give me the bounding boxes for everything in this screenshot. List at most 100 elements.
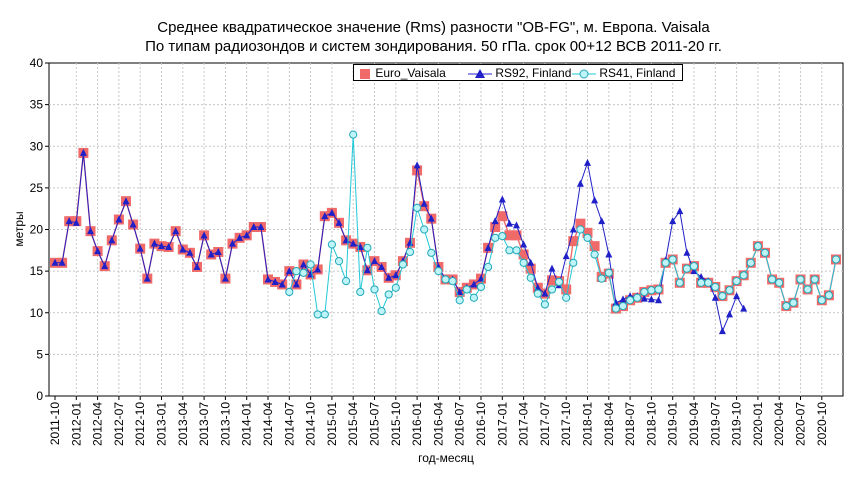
data-point-circle (576, 225, 585, 234)
data-point-triangle (470, 280, 478, 288)
data-point-circle (604, 268, 613, 277)
data-point-circle (718, 292, 727, 301)
data-point-circle (711, 282, 720, 292)
data-point-triangle (591, 196, 599, 204)
data-point-square (582, 227, 593, 238)
data-point-circle (697, 278, 706, 287)
data-point-circle (583, 233, 592, 242)
data-point-triangle (541, 289, 549, 297)
data-point-triangle (243, 231, 251, 239)
x-tick-label: 2018-04 (602, 402, 616, 446)
x-tick-label: 2011-10 (48, 402, 62, 445)
data-point-square (561, 284, 572, 295)
x-tick-label: 2019-10 (730, 402, 744, 446)
series-rs41 (285, 130, 841, 319)
y-tick-label: 20 (30, 223, 44, 237)
data-point-triangle (51, 258, 59, 266)
data-point-circle (562, 293, 571, 302)
data-point-circle (704, 278, 713, 287)
data-point-triangle (271, 277, 279, 285)
data-point-square (525, 263, 536, 274)
data-point-circle (597, 274, 606, 283)
x-tick-label: 2020-10 (815, 402, 829, 446)
data-point-circle (384, 290, 393, 299)
data-point-triangle (505, 219, 513, 227)
data-point-triangle (172, 227, 180, 235)
data-point-circle (689, 262, 699, 271)
data-point-circle (661, 258, 670, 267)
x-tick-label: 2013-01 (155, 402, 169, 446)
data-point-circle (611, 304, 621, 313)
x-tick-label: 2014-01 (240, 402, 254, 446)
data-point-circle (547, 285, 557, 294)
data-point-triangle (79, 148, 87, 156)
data-point-triangle (676, 207, 684, 215)
data-point-triangle (122, 197, 130, 205)
data-point-circle (555, 277, 564, 287)
data-point-triangle (647, 295, 655, 303)
data-point-circle (370, 285, 379, 294)
x-tick-label: 2016-04 (431, 402, 445, 446)
data-point-triangle (321, 212, 329, 220)
grid-lines (49, 63, 843, 396)
data-point-triangle (576, 179, 584, 187)
data-point-triangle (143, 274, 151, 282)
data-point-square (589, 241, 600, 252)
data-point-triangle (250, 223, 258, 231)
x-tick-label: 2019-04 (687, 402, 701, 446)
legend-circle-icon (572, 69, 596, 79)
data-point-circle (398, 260, 407, 269)
data-point-square (490, 222, 501, 233)
x-tick-label: 2017-01 (495, 402, 509, 446)
data-point-circle (505, 246, 514, 255)
x-tick-label: 2018-07 (623, 402, 637, 446)
data-point-triangle (605, 250, 613, 258)
data-point-circle (491, 233, 500, 242)
legend-label-rs92: RS92, Finland (495, 66, 572, 80)
data-point-circle (640, 287, 649, 297)
data-point-triangle (726, 310, 733, 318)
data-point-triangle (548, 264, 556, 272)
y-tick-label: 0 (36, 389, 43, 403)
data-point-triangle (292, 280, 300, 288)
legend: Euro_Vaisala RS92, Finland RS41, Finland (353, 64, 683, 81)
data-point-circle (476, 282, 486, 292)
x-tick-label: 2012-07 (112, 402, 126, 446)
data-point-circle (434, 267, 443, 276)
x-tick-label: 2013-07 (197, 402, 211, 446)
data-point-circle (782, 301, 791, 311)
x-tick-label: 2012-10 (133, 402, 147, 446)
data-point-circle (739, 271, 748, 280)
data-point-circle (810, 275, 819, 284)
y-tick-label: 40 (30, 56, 44, 70)
data-point-triangle (378, 262, 386, 270)
data-point-circle (732, 277, 741, 286)
data-point-triangle (264, 275, 272, 283)
data-point-circle (285, 287, 294, 297)
data-point-circle (292, 267, 301, 276)
data-point-triangle (584, 158, 591, 166)
data-point-triangle (612, 298, 620, 306)
legend-triangle-icon (468, 68, 492, 78)
data-point-circle (760, 248, 770, 257)
data-point-square (575, 218, 586, 229)
x-tick-label: 2020-01 (751, 402, 765, 446)
data-point-circle (469, 293, 478, 302)
data-point-circle (824, 291, 834, 300)
data-point-triangle (300, 260, 307, 268)
x-tick-label: 2015-10 (389, 402, 403, 446)
data-point-circle (725, 286, 734, 295)
data-point-triangle (655, 296, 662, 304)
legend-item-rs92: RS92, Finland (468, 66, 571, 80)
x-tick-label: 2014-10 (304, 402, 318, 446)
x-tick-label: 2013-10 (218, 402, 232, 446)
x-tick-label: 2020-04 (772, 402, 786, 446)
data-point-triangle (179, 245, 187, 253)
data-point-triangle (520, 240, 528, 248)
data-point-triangle (740, 304, 748, 312)
x-tick-label: 2016-07 (453, 402, 467, 446)
legend-item-euro-vaisala: Euro_Vaisala (358, 66, 446, 80)
data-point-circle (320, 310, 329, 319)
